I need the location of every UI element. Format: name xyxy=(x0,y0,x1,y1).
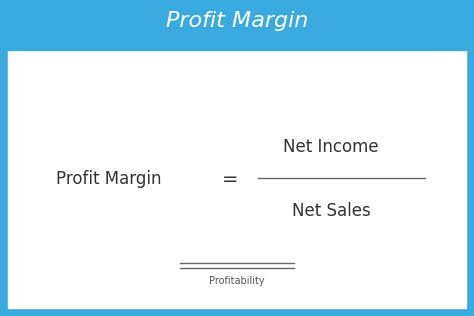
Text: Profit Margin: Profit Margin xyxy=(56,170,162,188)
Text: Profitability: Profitability xyxy=(209,276,265,286)
Text: Net Income: Net Income xyxy=(283,138,379,156)
Text: Net Sales: Net Sales xyxy=(292,202,370,220)
Bar xyxy=(8,8,466,50)
Bar xyxy=(8,50,466,308)
Text: =: = xyxy=(222,169,238,189)
Text: Profit Margin: Profit Margin xyxy=(166,11,308,31)
